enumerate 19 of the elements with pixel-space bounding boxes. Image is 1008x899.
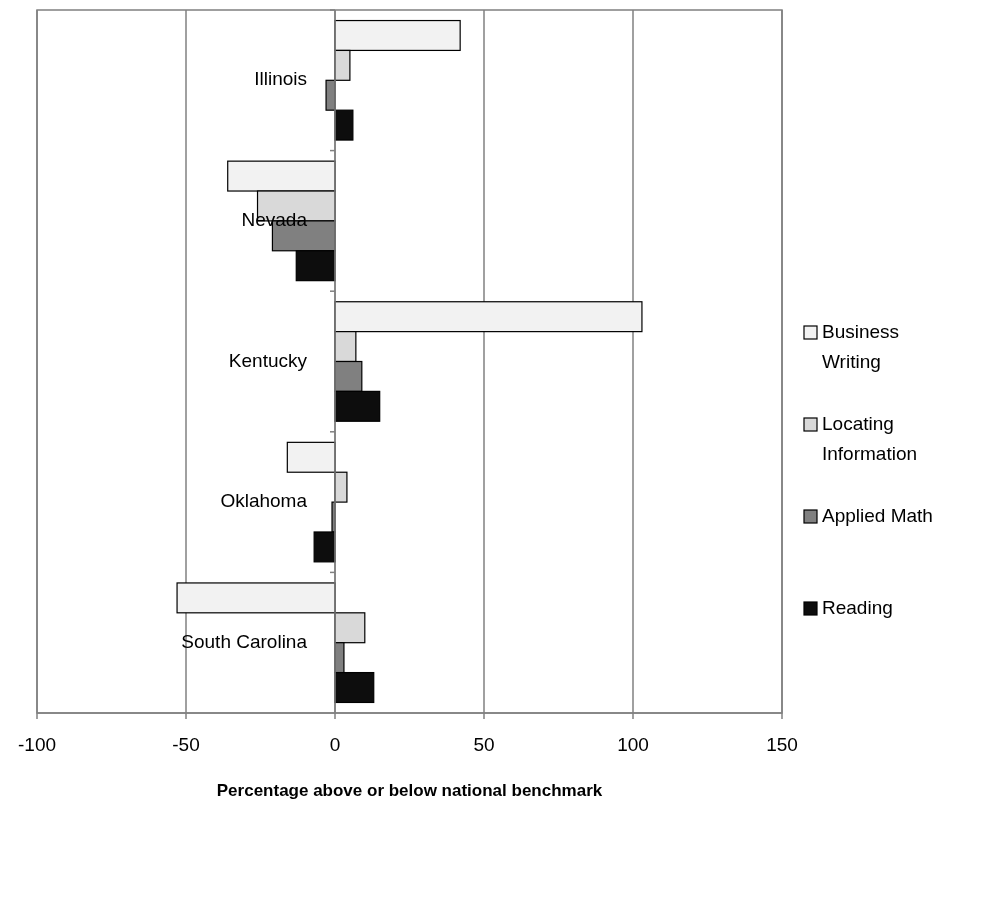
bar bbox=[334, 109, 354, 141]
y-tick-label: Oklahoma bbox=[220, 490, 308, 512]
legend-label: Reading bbox=[822, 597, 893, 619]
y-tick-label: Kentucky bbox=[228, 349, 308, 371]
legend-label: Locating Information bbox=[822, 413, 918, 465]
x-axis-title: Percentage above or below national benchmark bbox=[216, 781, 603, 800]
bar bbox=[176, 582, 336, 614]
x-tick-label: -100 bbox=[17, 734, 57, 755]
x-tick-label: 0 bbox=[329, 734, 341, 755]
x-tick-label: -50 bbox=[172, 734, 200, 755]
x-tick-label: 50 bbox=[473, 734, 495, 755]
bar bbox=[286, 441, 336, 473]
y-tick-label: South Carolina bbox=[181, 630, 308, 652]
y-tick-label: Illinois bbox=[254, 68, 307, 90]
x-tick-label: 100 bbox=[617, 734, 649, 755]
x-tick-label: 150 bbox=[766, 734, 798, 755]
legend-label: Applied Math bbox=[822, 505, 933, 527]
bar bbox=[334, 471, 348, 503]
legend-label: Business Writing bbox=[822, 321, 900, 373]
